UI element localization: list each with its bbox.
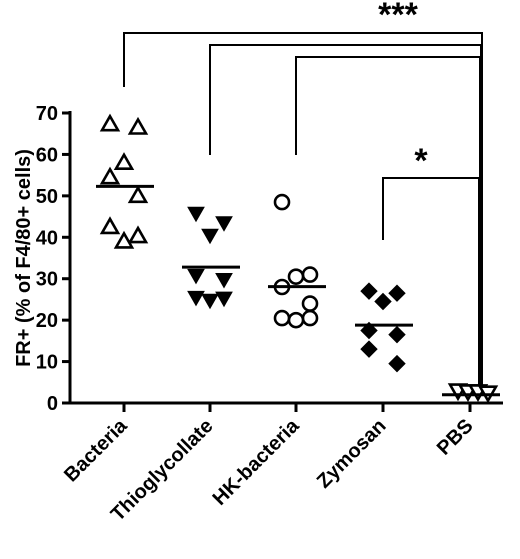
y-tick-label: 10: [36, 352, 58, 374]
y-axis-ticks: 0 10 20 30 40 50 60 70: [36, 103, 70, 415]
data-point: [99, 216, 121, 235]
significance-bracket: [295, 56, 481, 385]
data-point: [127, 116, 149, 135]
x-tick-label: HK-bacteria: [209, 414, 305, 510]
x-tick-label: PBS: [433, 415, 478, 460]
significance-label: ***: [378, 0, 418, 34]
y-axis-label: FR+ (% of F4/80+ cells): [13, 149, 35, 367]
data-point: [360, 282, 378, 300]
data-point: [187, 206, 205, 223]
data-point: [273, 193, 291, 211]
data-point: [388, 354, 406, 373]
data-point: [301, 295, 319, 312]
data-points: [99, 113, 499, 404]
data-point: [273, 309, 291, 327]
data-point: [99, 166, 121, 185]
data-point: [127, 185, 149, 204]
y-tick-label: 60: [36, 144, 58, 166]
mean-lines: [96, 184, 500, 397]
significance-bracket: [123, 32, 483, 385]
data-point: [388, 325, 406, 344]
data-point: [201, 293, 219, 310]
data-point: [215, 273, 233, 289]
data-point: [301, 309, 319, 327]
data-point: [360, 340, 378, 358]
x-tick-label: Zymosan: [313, 415, 391, 493]
data-point: [187, 290, 205, 307]
data-point: [113, 230, 135, 249]
data-point: [127, 225, 149, 244]
significance-bracket: [382, 177, 480, 387]
y-tick-label: 0: [47, 393, 58, 415]
data-point: [374, 292, 392, 311]
data-point: [187, 268, 205, 285]
data-point: [215, 216, 233, 232]
significance-bracket: [209, 44, 482, 385]
y-tick-label: 50: [36, 186, 58, 208]
axes: [68, 111, 503, 405]
y-tick-label: 30: [36, 269, 58, 291]
data-point: [287, 311, 305, 329]
data-point: [301, 266, 319, 283]
significance-label: *: [414, 142, 428, 180]
data-point: [215, 291, 233, 308]
x-tick-label: Bacteria: [60, 414, 132, 486]
data-point: [113, 152, 135, 171]
y-tick-label: 40: [36, 227, 58, 249]
data-point: [287, 268, 305, 285]
data-point: [99, 113, 121, 132]
data-point: [388, 284, 406, 302]
y-tick-label: 70: [36, 103, 58, 125]
significance-brackets: ****: [123, 0, 483, 387]
data-point: [201, 228, 219, 245]
y-tick-label: 20: [36, 310, 58, 332]
